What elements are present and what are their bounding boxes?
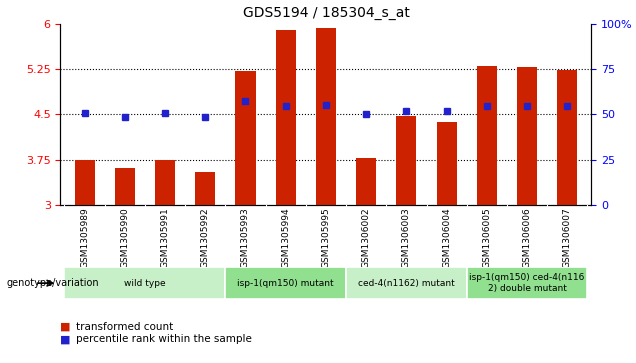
Text: GSM1305990: GSM1305990 — [120, 207, 129, 268]
Bar — [396, 116, 417, 205]
Bar — [64, 268, 225, 299]
Text: wild type: wild type — [124, 279, 166, 287]
Text: GSM1305989: GSM1305989 — [80, 207, 89, 268]
Bar — [356, 158, 377, 205]
Text: GSM1305991: GSM1305991 — [160, 207, 170, 268]
Text: transformed count: transformed count — [76, 322, 174, 332]
Text: ced-4(n1162) mutant: ced-4(n1162) mutant — [358, 279, 455, 287]
Text: genotype/variation: genotype/variation — [6, 278, 99, 288]
Bar — [316, 28, 336, 205]
Bar — [477, 66, 497, 205]
Text: ■: ■ — [60, 322, 71, 332]
Text: GSM1305995: GSM1305995 — [321, 207, 331, 268]
Bar — [225, 268, 346, 299]
Bar — [235, 71, 256, 205]
Text: GSM1306003: GSM1306003 — [402, 207, 411, 268]
Bar — [557, 70, 577, 205]
Bar — [155, 160, 175, 205]
Bar — [436, 122, 457, 205]
Text: GSM1305994: GSM1305994 — [281, 207, 290, 268]
Text: percentile rank within the sample: percentile rank within the sample — [76, 334, 252, 344]
Bar — [275, 30, 296, 205]
Bar — [346, 268, 467, 299]
Bar — [195, 172, 216, 205]
Bar — [114, 168, 135, 205]
Bar — [517, 67, 537, 205]
Text: GSM1305992: GSM1305992 — [201, 207, 210, 268]
Text: GSM1306002: GSM1306002 — [362, 207, 371, 268]
Title: GDS5194 / 185304_s_at: GDS5194 / 185304_s_at — [242, 6, 410, 20]
Text: GSM1306005: GSM1306005 — [482, 207, 492, 268]
Text: GSM1305993: GSM1305993 — [241, 207, 250, 268]
Bar — [74, 160, 95, 205]
Text: isp-1(qm150) mutant: isp-1(qm150) mutant — [237, 279, 334, 287]
Text: GSM1306007: GSM1306007 — [563, 207, 572, 268]
Text: isp-1(qm150) ced-4(n116
2) double mutant: isp-1(qm150) ced-4(n116 2) double mutant — [469, 273, 584, 293]
Text: GSM1306004: GSM1306004 — [442, 207, 451, 268]
Text: GSM1306006: GSM1306006 — [523, 207, 532, 268]
Text: ■: ■ — [60, 334, 71, 344]
Bar — [467, 268, 588, 299]
